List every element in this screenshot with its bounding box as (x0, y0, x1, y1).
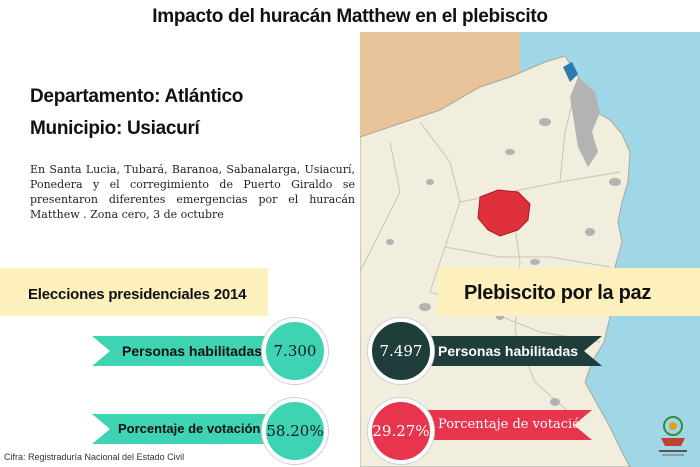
page-title: Impacto del huracán Matthew en el plebis… (152, 6, 548, 27)
plebiscite-eligible-label: Personas habilitadas (438, 343, 579, 359)
presidential-eligible-value: 7.300 (262, 318, 328, 384)
plebiscite-heading: Plebiscito por la paz (464, 282, 652, 304)
plebiscite-turnout-ribbon: Porcentaje de votación (420, 410, 592, 440)
presidential-eligible-label: Personas habilitadas (122, 343, 263, 359)
plebiscite-eligible-value: 7.497 (368, 318, 434, 384)
presidential-heading: Elecciones presidenciales 2014 (28, 286, 247, 303)
plebiscite-band (438, 268, 700, 316)
plebiscite-turnout-label: Porcentaje de votación (438, 417, 589, 432)
presidential-eligible-ribbon: Personas habilitadas (92, 336, 274, 366)
presidential-turnout-value: 58.20% (262, 398, 328, 464)
usiacuri-highlight (477, 189, 531, 237)
source-note: Cifra: Registraduría Nacional del Estado… (4, 452, 185, 462)
presidential-turnout-ribbon: Porcentaje de votación (92, 414, 274, 444)
description-text: En Santa Lucia, Tubará, Baranoa, Sabanal… (30, 163, 355, 221)
presidential-turnout-label: Porcentaje de votación (118, 421, 261, 436)
plebiscite-eligible-ribbon: Personas habilitadas (420, 336, 602, 366)
atlantico-map (360, 32, 700, 467)
logo-emblem-icon (659, 416, 687, 456)
municipality-label: Municipio: Usiacurí (30, 118, 200, 139)
plebiscite-turnout-value: 29.27% (368, 398, 434, 464)
presidential-band (0, 268, 268, 316)
department-label: Departamento: Atlántico (30, 86, 244, 107)
